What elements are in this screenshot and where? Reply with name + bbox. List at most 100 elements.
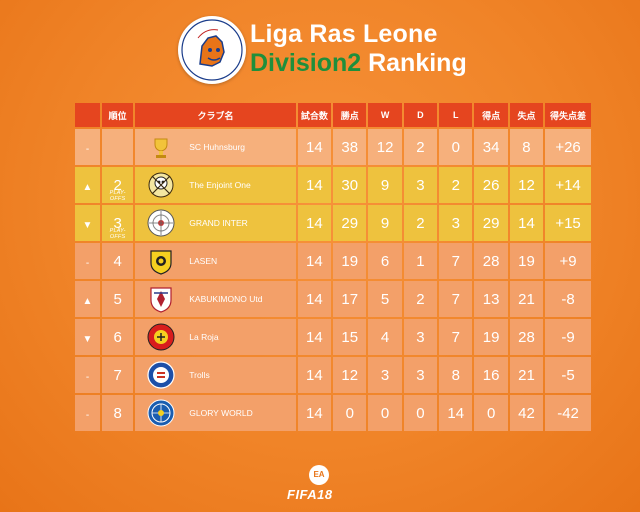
goal-diff-cell: +9 <box>545 243 591 279</box>
goal-diff-cell: +15 <box>545 205 591 241</box>
col-goals-for: 得点 <box>474 103 508 127</box>
points-cell: 0 <box>333 395 367 431</box>
club-crest-icon <box>147 399 175 427</box>
rank-cell: 6 <box>102 319 134 355</box>
club-crest-icon <box>147 361 175 389</box>
club-name: GRAND INTER <box>189 218 248 228</box>
goals-against-cell: 21 <box>509 357 544 393</box>
goals-against-cell: 19 <box>509 243 544 279</box>
club-name: SC Huhnsburg <box>189 142 246 152</box>
col-points: 勝点 <box>333 103 367 127</box>
club-crest-icon <box>147 323 175 351</box>
page-header: Liga Ras Leone Division2 Ranking <box>170 14 500 86</box>
club-crest-icon <box>147 247 175 275</box>
losses-cell: 8 <box>439 357 473 393</box>
losses-cell: 0 <box>439 129 473 165</box>
table-row: ▲ 5 KABUKIMONO Utd 14 17 5 2 7 13 21 -8 <box>75 281 591 317</box>
rank-cell: 3 PLAY-OFFS <box>102 205 134 241</box>
col-move <box>75 103 100 127</box>
rank-number: 2 <box>113 176 122 194</box>
losses-cell: 7 <box>439 319 473 355</box>
rank-cell: 2 PLAY-OFFS <box>102 167 134 203</box>
rank-number: 8 <box>113 404 122 422</box>
col-played: 試合数 <box>297 103 332 127</box>
rank-cell <box>102 129 134 165</box>
club-cell: La Roja <box>135 319 296 355</box>
losses-cell: 7 <box>439 243 473 279</box>
wins-cell: 5 <box>368 281 402 317</box>
wins-cell: 9 <box>368 205 402 241</box>
losses-cell: 3 <box>439 205 473 241</box>
goals-for-cell: 26 <box>474 167 508 203</box>
rank-number: 7 <box>113 366 122 384</box>
club-cell: SC Huhnsburg <box>135 129 296 165</box>
points-cell: 12 <box>333 357 367 393</box>
goals-against-cell: 28 <box>509 319 544 355</box>
club-crest-icon <box>147 171 175 199</box>
goals-against-cell: 8 <box>509 129 544 165</box>
rank-number: 5 <box>113 290 122 308</box>
goals-against-cell: 21 <box>509 281 544 317</box>
page-title: Liga Ras Leone <box>250 20 438 48</box>
points-cell: 19 <box>333 243 367 279</box>
played-cell: 14 <box>297 205 332 241</box>
draws-cell: 3 <box>403 167 438 203</box>
fifa-brand: FIFA18 <box>287 487 333 502</box>
table-header-row: 順位 クラブ名 試合数 勝点 W D L 得点 失点 得失点差 <box>75 103 591 127</box>
wins-cell: 6 <box>368 243 402 279</box>
draws-cell: 3 <box>403 357 438 393</box>
rank-cell: 8 <box>102 395 134 431</box>
played-cell: 14 <box>297 395 332 431</box>
draws-cell: 2 <box>403 205 438 241</box>
club-name: KABUKIMONO Utd <box>189 294 263 304</box>
move-indicator: ▼ <box>75 205 100 241</box>
table-row: ▼ 3 PLAY-OFFS GRAND INTER 14 29 9 2 3 29 14 +15 <box>75 205 591 241</box>
goal-diff-cell: -8 <box>545 281 591 317</box>
goals-for-cell: 29 <box>474 205 508 241</box>
move-indicator: - <box>75 357 100 393</box>
goals-for-cell: 19 <box>474 319 508 355</box>
goals-against-cell: 14 <box>509 205 544 241</box>
col-draws: D <box>403 103 438 127</box>
draws-cell: 3 <box>403 319 438 355</box>
move-indicator: ▲ <box>75 167 100 203</box>
league-logo <box>178 16 246 84</box>
table-row: -7 Trolls 14 12 3 3 8 16 21 -5 <box>75 357 591 393</box>
move-indicator: ▼ <box>75 319 100 355</box>
played-cell: 14 <box>297 243 332 279</box>
table-row: -4 LASEN 14 19 6 1 7 28 19 +9 <box>75 243 591 279</box>
losses-cell: 7 <box>439 281 473 317</box>
club-cell: GRAND INTER <box>135 205 296 241</box>
move-indicator: ▲ <box>75 281 100 317</box>
club-name: The Enjoint One <box>189 180 251 190</box>
points-cell: 38 <box>333 129 367 165</box>
ea-sports-icon: EA <box>309 465 329 485</box>
club-name: LASEN <box>189 256 218 266</box>
club-name: Trolls <box>189 370 210 380</box>
club-cell: LASEN <box>135 243 296 279</box>
wins-cell: 9 <box>368 167 402 203</box>
club-cell: The Enjoint One <box>135 167 296 203</box>
table-row: ▼ 6 La Roja 14 15 4 3 7 19 28 -9 <box>75 319 591 355</box>
goal-diff-cell: +14 <box>545 167 591 203</box>
ranking-table: 順位 クラブ名 試合数 勝点 W D L 得点 失点 得失点差 - SC Huhn… <box>73 101 593 433</box>
club-cell: GLORY WORLD <box>135 395 296 431</box>
table-row: - SC Huhnsburg 14 38 12 2 0 34 8 +26 <box>75 129 591 165</box>
wins-cell: 0 <box>368 395 402 431</box>
page-subtitle: Division2 Ranking <box>250 49 467 78</box>
ranking-label: Ranking <box>361 49 467 77</box>
points-cell: 30 <box>333 167 367 203</box>
rank-number: 4 <box>113 252 122 270</box>
col-club: クラブ名 <box>135 103 296 127</box>
move-indicator: - <box>75 129 100 165</box>
col-losses: L <box>439 103 473 127</box>
goals-for-cell: 28 <box>474 243 508 279</box>
club-crest-icon <box>147 133 175 161</box>
playoff-note: PLAY-OFFS <box>109 228 126 240</box>
move-indicator: - <box>75 243 100 279</box>
played-cell: 14 <box>297 281 332 317</box>
played-cell: 14 <box>297 129 332 165</box>
table-row: -8 GLORY WORLD 14 0 0 0 14 0 42 -42 <box>75 395 591 431</box>
division-label: Division2 <box>250 49 362 77</box>
goals-for-cell: 34 <box>474 129 508 165</box>
